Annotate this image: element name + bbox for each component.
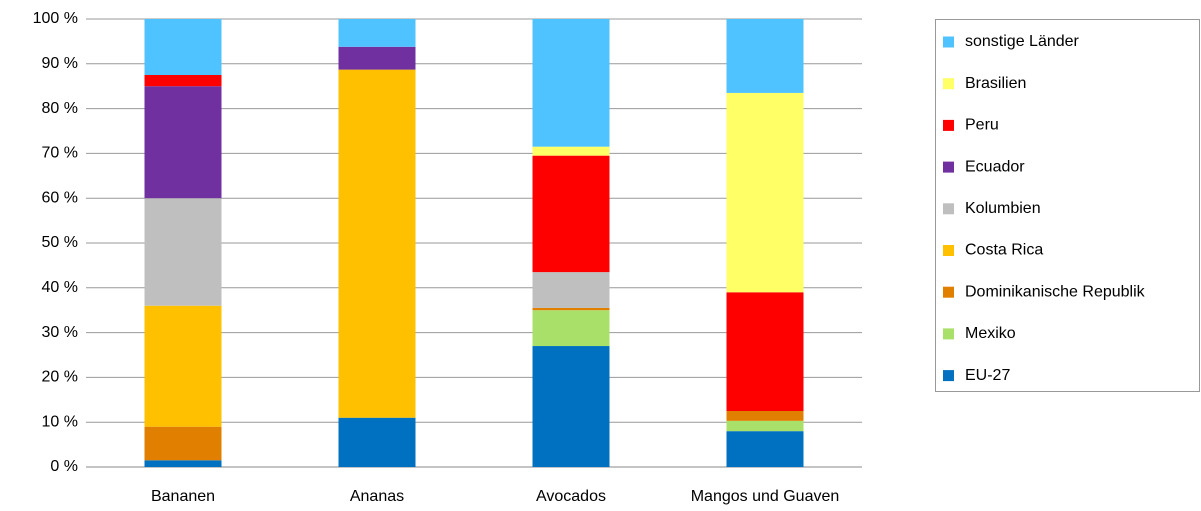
- bar-segment: [144, 86, 222, 199]
- y-tick-label: 30 %: [42, 324, 78, 341]
- y-tick-label: 20 %: [42, 369, 78, 386]
- y-tick-label: 50 %: [42, 234, 78, 251]
- x-tick-label: Mangos und Guaven: [691, 488, 840, 505]
- legend-swatch: [943, 328, 954, 340]
- legend-swatch: [943, 245, 954, 256]
- bar-segment: [144, 426, 222, 461]
- y-tick-label: 10 %: [42, 413, 78, 430]
- legend-swatch: [943, 161, 954, 173]
- bar-segment: [144, 19, 222, 75]
- y-tick-label: 80 %: [42, 100, 78, 117]
- bar-segment: [532, 272, 610, 308]
- legend-box: [935, 19, 1200, 392]
- bar-segment: [726, 92, 804, 293]
- legend-label: Ecuador: [965, 158, 1025, 175]
- bar-segment: [144, 460, 222, 467]
- bar-segment: [338, 69, 416, 418]
- y-tick-label: 0 %: [50, 458, 78, 475]
- y-tick-label: 70 %: [42, 145, 78, 162]
- bar-segment: [532, 307, 610, 311]
- legend-swatch: [943, 203, 954, 215]
- legend-swatch: [943, 78, 954, 90]
- legend-swatch: [943, 370, 954, 382]
- bar-segment: [726, 292, 804, 411]
- legend-swatch: [943, 36, 954, 48]
- bar-segment: [338, 417, 416, 467]
- bar-segment: [532, 310, 610, 347]
- bar-segment: [144, 198, 222, 306]
- y-tick-label: 60 %: [42, 189, 78, 206]
- legend-label: EU-27: [965, 367, 1010, 384]
- legend-label: sonstige Länder: [965, 33, 1080, 50]
- y-tick-label: 40 %: [42, 279, 78, 296]
- legend-label: Dominikanische Republik: [965, 283, 1146, 300]
- legend-label: Costa Rica: [965, 242, 1043, 259]
- bar-segment: [726, 420, 804, 432]
- bar-segment: [726, 19, 804, 93]
- bar-segment: [144, 75, 222, 87]
- bar-segment: [338, 46, 416, 70]
- bar-segment: [532, 155, 610, 273]
- x-tick-label: Bananen: [151, 488, 215, 505]
- x-tick-label: Ananas: [350, 488, 404, 505]
- legend-swatch: [943, 286, 954, 298]
- bar-segment: [338, 19, 416, 47]
- bar-segment: [726, 411, 804, 421]
- legend-label: Mexiko: [965, 325, 1016, 342]
- legend-label: Peru: [965, 117, 999, 134]
- bar-segment: [144, 305, 222, 427]
- bar-segment: [532, 19, 610, 147]
- y-tick-label: 100 %: [33, 10, 78, 27]
- bar-segment: [726, 431, 804, 467]
- legend-label: Kolumbien: [965, 200, 1041, 217]
- y-tick-label: 90 %: [42, 55, 78, 72]
- legend-label: Brasilien: [965, 75, 1026, 92]
- bar-segment: [532, 346, 610, 467]
- bar-segment: [532, 146, 610, 156]
- legend-swatch: [943, 119, 954, 131]
- x-tick-label: Avocados: [536, 488, 606, 505]
